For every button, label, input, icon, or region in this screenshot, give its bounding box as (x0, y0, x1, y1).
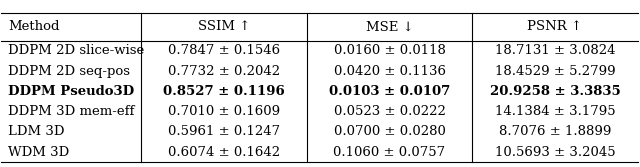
Text: DDPM 2D slice-wise: DDPM 2D slice-wise (8, 44, 145, 57)
Text: 0.5961 ± 0.1247: 0.5961 ± 0.1247 (168, 125, 280, 138)
Text: 0.0700 ± 0.0280: 0.0700 ± 0.0280 (333, 125, 445, 138)
Text: 0.6074 ± 0.1642: 0.6074 ± 0.1642 (168, 146, 280, 159)
Text: 18.4529 ± 5.2799: 18.4529 ± 5.2799 (495, 65, 615, 78)
Text: Method: Method (8, 20, 60, 33)
Text: SSIM ↑: SSIM ↑ (198, 20, 250, 33)
Text: 0.1060 ± 0.0757: 0.1060 ± 0.0757 (333, 146, 445, 159)
Text: 0.0420 ± 0.1136: 0.0420 ± 0.1136 (333, 65, 445, 78)
Text: 8.7076 ± 1.8899: 8.7076 ± 1.8899 (499, 125, 611, 138)
Text: 0.8527 ± 0.1196: 0.8527 ± 0.1196 (163, 85, 285, 98)
Text: 0.7010 ± 0.1609: 0.7010 ± 0.1609 (168, 105, 280, 118)
Text: 14.1384 ± 3.1795: 14.1384 ± 3.1795 (495, 105, 615, 118)
Text: 18.7131 ± 3.0824: 18.7131 ± 3.0824 (495, 44, 615, 57)
Text: 20.9258 ± 3.3835: 20.9258 ± 3.3835 (490, 85, 620, 98)
Text: DDPM Pseudo3D: DDPM Pseudo3D (8, 85, 134, 98)
Text: 0.0523 ± 0.0222: 0.0523 ± 0.0222 (333, 105, 445, 118)
Text: 0.7847 ± 0.1546: 0.7847 ± 0.1546 (168, 44, 280, 57)
Text: 0.0103 ± 0.0107: 0.0103 ± 0.0107 (329, 85, 450, 98)
Text: 0.0160 ± 0.0118: 0.0160 ± 0.0118 (333, 44, 445, 57)
Text: 10.5693 ± 3.2045: 10.5693 ± 3.2045 (495, 146, 615, 159)
Text: 0.7732 ± 0.2042: 0.7732 ± 0.2042 (168, 65, 280, 78)
Text: PSNR ↑: PSNR ↑ (527, 20, 582, 33)
Text: WDM 3D: WDM 3D (8, 146, 70, 159)
Text: DDPM 2D seq-pos: DDPM 2D seq-pos (8, 65, 131, 78)
Text: DDPM 3D mem-eff: DDPM 3D mem-eff (8, 105, 135, 118)
Text: MSE ↓: MSE ↓ (365, 20, 413, 33)
Text: LDM 3D: LDM 3D (8, 125, 65, 138)
